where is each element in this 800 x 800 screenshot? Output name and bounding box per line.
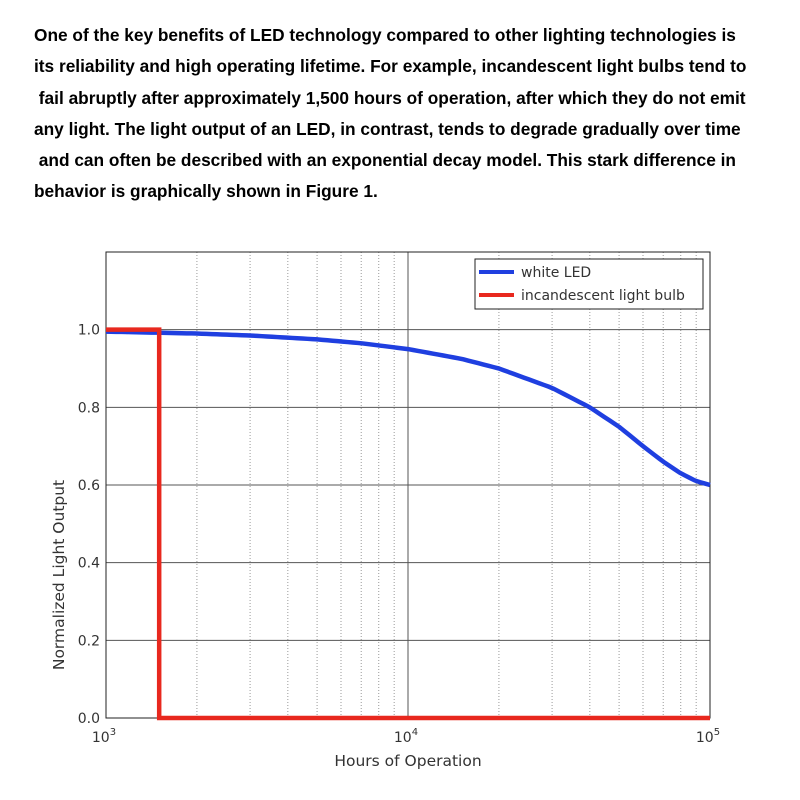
legend-label-white-led: white LED (521, 265, 591, 281)
paragraph-line: fail abruptly after approximately 1,500 … (34, 87, 746, 108)
legend-box (474, 258, 704, 310)
description-paragraph: One of the key benefits of LED technolog… (34, 20, 779, 208)
series-line-white-led (105, 329, 711, 488)
x-tick-label: 103 (92, 727, 116, 746)
paragraph-line: One of the key benefits of LED technolog… (34, 25, 736, 45)
series-layer (105, 327, 711, 721)
paragraph-line: its reliability and high operating lifet… (34, 56, 747, 77)
paragraph-line: behavior is graphically shown in Figure … (34, 181, 378, 202)
x-axis-label: Hours of Operation (334, 752, 481, 770)
paragraph-line: and can often be described with an expon… (34, 150, 736, 171)
grid (105, 252, 711, 719)
series-line-incandescent (106, 327, 710, 721)
legend-label-incandescent: incandescent light bulb (521, 288, 685, 304)
x-tick-label: 105 (696, 727, 720, 746)
tick-labels: 0.0 0.2 0.4 0.6 0.8 1.0 103 104 105 (78, 323, 720, 746)
y-tick-label: 0.6 (78, 478, 100, 494)
y-tick-label: 0.0 (78, 711, 100, 727)
paragraph-line: any light. The light output of an LED, i… (34, 118, 741, 139)
y-tick-label: 1.0 (78, 323, 100, 339)
y-axis-label: Normalized Light Output (50, 480, 68, 670)
legend: white LED incandescent light bulb (474, 258, 704, 310)
y-tick-label: 0.8 (78, 400, 100, 416)
y-tick-label: 0.4 (78, 556, 100, 572)
x-tick-label: 104 (394, 727, 418, 746)
y-tick-label: 0.2 (78, 633, 100, 649)
